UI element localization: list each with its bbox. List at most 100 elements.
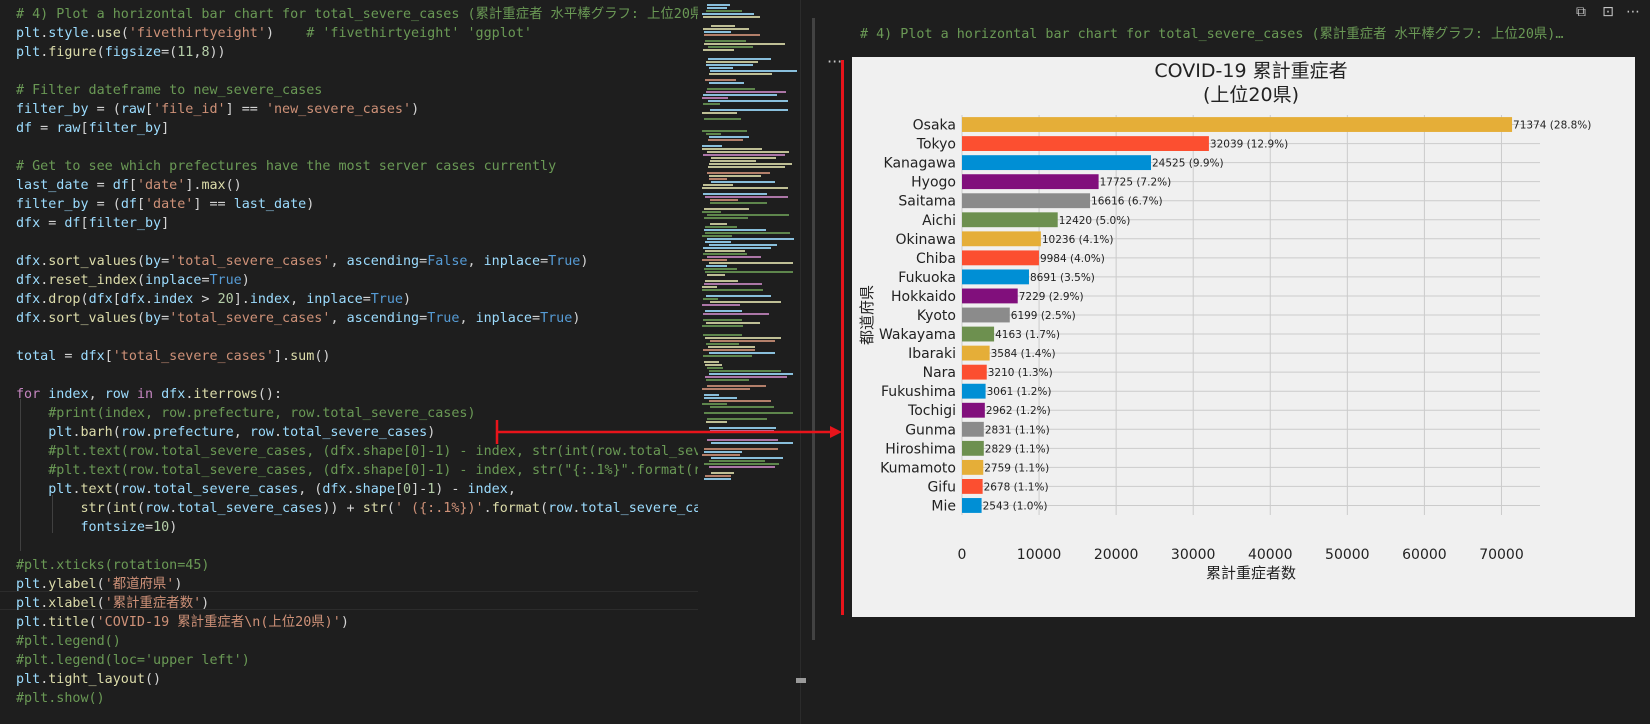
code-token: #plt.xticks(rotation=45)	[16, 558, 210, 573]
bar	[962, 459, 984, 475]
code-token: row	[120, 425, 145, 440]
code-token: 10	[153, 520, 170, 535]
code-line[interactable]: plt.xlabel('累計重症者数')	[16, 594, 209, 613]
code-line[interactable]: # Filter dateframe to new_severe_cases	[16, 81, 322, 100]
code-line[interactable]: filter_by = (raw['file_id'] == 'new_seve…	[16, 100, 419, 119]
code-line[interactable]: total = dfx['total_severe_cases'].sum()	[16, 347, 330, 366]
code-line[interactable]: df = raw[filter_by]	[16, 119, 169, 138]
code-line[interactable]: filter_by = (df['date'] == last_date)	[16, 195, 314, 214]
minimap-line	[709, 244, 777, 246]
code-line[interactable]: #plt.legend()	[16, 632, 121, 651]
code-token: int	[112, 501, 137, 516]
code-line[interactable]: str(int(row.total_severe_cases)) + str('…	[16, 499, 699, 518]
code-line[interactable]: plt.figure(figsize=(11,8))	[16, 43, 226, 62]
code-token: #plt.text(row.total_severe_cases, (dfx.s…	[48, 444, 698, 459]
code-token: =	[56, 349, 81, 364]
output-more-icon[interactable]: ···	[827, 52, 843, 71]
code-line[interactable]: plt.barh(row.prefecture, row.total_sever…	[16, 423, 435, 442]
data-label: 8691 (3.5%)	[1030, 272, 1095, 284]
code-line[interactable]: # 4) Plot a horizontal bar chart for tot…	[16, 5, 698, 24]
code-token: )	[169, 520, 178, 535]
code-token: sum	[290, 349, 315, 364]
code-line[interactable]: fontsize=10)	[16, 518, 178, 537]
code-line[interactable]: plt.title('COVID-19 累計重症者\n(上位20県)')	[16, 613, 349, 632]
code-line[interactable]: dfx.sort_values(by='total_severe_cases',…	[16, 309, 580, 328]
code-token: (	[88, 615, 97, 630]
editor-scrollbar[interactable]	[800, 0, 815, 724]
copy-icon[interactable]: ⧉	[1576, 4, 1586, 20]
code-token	[153, 387, 161, 402]
code-token: )	[411, 102, 420, 117]
code-line[interactable]: #plt.text(row.total_severe_cases, (dfx.s…	[16, 461, 698, 480]
scrollbar-thumb[interactable]	[812, 18, 815, 640]
code-line[interactable]: dfx.reset_index(inplace=True)	[16, 271, 250, 290]
code-token: sort_values	[48, 311, 137, 326]
minimap-line	[709, 67, 733, 69]
code-line[interactable]: dfx.sort_values(by='total_severe_cases',…	[16, 252, 588, 271]
code-editor[interactable]: # 4) Plot a horizontal bar chart for tot…	[0, 0, 698, 724]
minimap-line	[709, 73, 772, 75]
code-line[interactable]: plt.tight_layout()	[16, 670, 161, 689]
code-token: raw	[120, 102, 145, 117]
code-token: =	[362, 292, 371, 307]
code-line[interactable]: #plt.text(row.total_severe_cases, (dfx.s…	[16, 442, 698, 461]
indent-guide	[52, 495, 53, 533]
code-line[interactable]: plt.style.use('fivethirtyeight') # 'five…	[16, 24, 532, 43]
bar	[962, 364, 987, 380]
data-label: 32039 (12.9%)	[1210, 139, 1288, 151]
minimap-line	[707, 172, 770, 174]
minimap-line	[702, 403, 727, 405]
code-token: ] ==	[225, 102, 266, 117]
code-line[interactable]: #plt.legend(loc='upper left')	[16, 651, 250, 670]
y-tick-label: Gunma	[905, 422, 956, 438]
code-token: [	[128, 178, 137, 193]
code-token: >	[193, 292, 218, 307]
code-token: total_severe_cases	[153, 482, 299, 497]
code-token: =	[419, 254, 428, 269]
code-token: )	[572, 311, 581, 326]
minimap[interactable]	[698, 0, 800, 724]
open-output-icon[interactable]: ⊡	[1602, 4, 1614, 20]
code-line[interactable]: for index, row in dfx.iterrows():	[16, 385, 282, 404]
code-token: [	[112, 292, 121, 307]
code-line[interactable]: #plt.xticks(rotation=45)	[16, 556, 209, 575]
more-actions-icon[interactable]: ⋯	[1626, 4, 1640, 20]
y-axis-label: 都道府県	[858, 285, 876, 345]
code-token: dfx	[16, 254, 41, 269]
code-token: .	[346, 482, 355, 497]
code-token: =	[145, 520, 154, 535]
minimap-line	[704, 478, 731, 480]
code-line[interactable]: dfx = df[filter_by]	[16, 214, 169, 233]
minimap-line	[702, 130, 747, 132]
code-line[interactable]: dfx.drop(dfx[dfx.index > 20].index, inpl…	[16, 290, 411, 309]
minimap-line	[709, 163, 792, 165]
minimap-line	[707, 418, 767, 420]
minimap-line	[709, 400, 771, 402]
code-line[interactable]: plt.text(row.total_severe_cases, (dfx.sh…	[16, 480, 516, 499]
minimap-line	[706, 322, 760, 324]
minimap-line	[709, 427, 776, 429]
split-handle[interactable]	[796, 678, 806, 683]
minimap-line	[710, 430, 774, 432]
code-token: )	[265, 26, 307, 41]
code-token: ,	[290, 292, 307, 307]
code-token: , (	[298, 482, 323, 497]
code-token: =	[540, 254, 549, 269]
code-line[interactable]: #plt.show()	[16, 689, 105, 708]
code-line[interactable]: last_date = df['date'].max()	[16, 176, 242, 195]
code-token: total	[16, 349, 57, 364]
y-tick-label: Kanagawa	[884, 156, 956, 172]
code-token: last_date	[16, 178, 89, 193]
minimap-line	[706, 295, 771, 297]
code-line[interactable]: #print(index, row.prefecture, row.total_…	[16, 404, 475, 423]
minimap-line	[707, 214, 789, 216]
minimap-line	[703, 94, 777, 96]
minimap-line	[704, 463, 779, 465]
minimap-line	[707, 274, 725, 276]
minimap-line	[702, 112, 737, 114]
code-line[interactable]: # Get to see which prefectures have the …	[16, 157, 556, 176]
code-token: ,	[459, 311, 476, 326]
code-token: inplace	[306, 292, 363, 307]
code-line[interactable]: plt.ylabel('都道府県')	[16, 575, 182, 594]
minimap-line	[706, 379, 749, 381]
